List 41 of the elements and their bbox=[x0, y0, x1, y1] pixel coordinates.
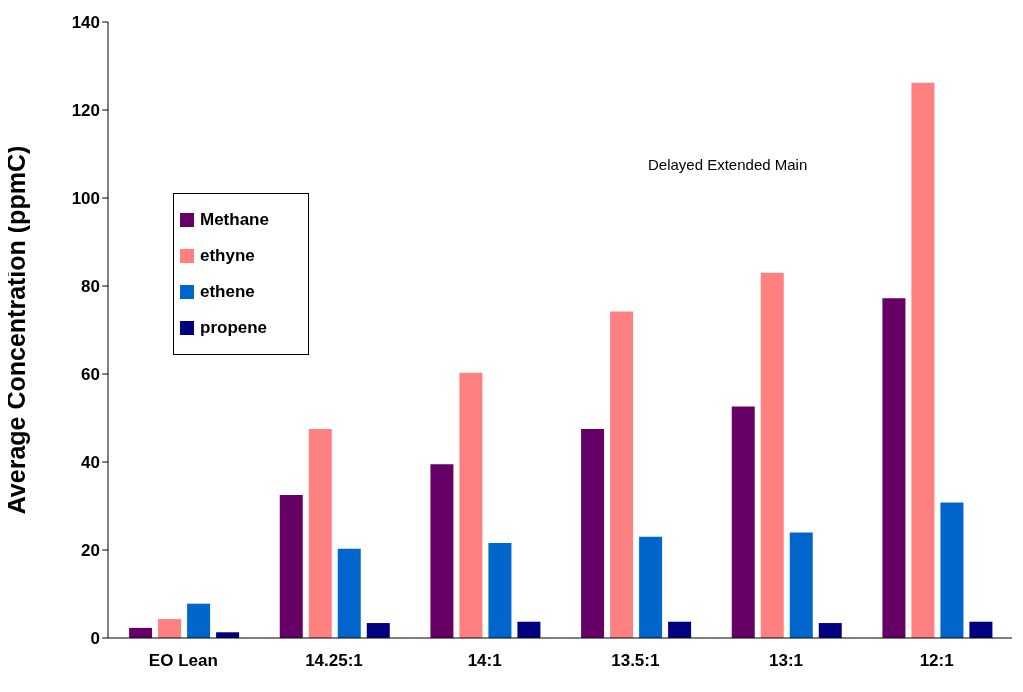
bar bbox=[308, 429, 332, 638]
bar bbox=[459, 372, 483, 638]
bar bbox=[969, 621, 993, 638]
legend-label: propene bbox=[200, 317, 268, 339]
y-tick-label: 140 bbox=[71, 13, 100, 33]
bar bbox=[187, 603, 211, 638]
bar bbox=[610, 311, 634, 638]
y-tick-label: 80 bbox=[81, 277, 100, 297]
y-tick-label: 0 bbox=[90, 629, 100, 649]
annotation: Delayed Extended Main bbox=[648, 156, 808, 173]
legend-label: ethyne bbox=[200, 245, 255, 267]
bar bbox=[279, 495, 303, 638]
y-tick-label: 100 bbox=[71, 189, 100, 209]
bar bbox=[882, 298, 906, 638]
x-tick-label: 14.25:1 bbox=[305, 651, 363, 671]
legend-label: ethene bbox=[200, 281, 255, 303]
bar bbox=[911, 82, 935, 638]
legend-label: Methane bbox=[200, 209, 269, 231]
y-tick-label: 40 bbox=[81, 453, 100, 473]
x-tick-label: 12:1 bbox=[919, 651, 954, 671]
bar bbox=[337, 548, 361, 638]
bar bbox=[430, 464, 454, 638]
x-tick-label: 13.5:1 bbox=[611, 651, 660, 671]
bar bbox=[581, 429, 605, 638]
x-tick-label: 14:1 bbox=[467, 651, 502, 671]
bar bbox=[940, 502, 964, 638]
y-tick-label: 60 bbox=[81, 365, 100, 385]
bar bbox=[639, 536, 663, 638]
bar bbox=[818, 623, 842, 638]
bar bbox=[488, 542, 512, 638]
bar bbox=[789, 532, 813, 638]
bar bbox=[760, 272, 784, 638]
x-tick-label: EO Lean bbox=[148, 651, 218, 671]
bar bbox=[731, 406, 755, 638]
bar bbox=[668, 621, 692, 638]
bar bbox=[158, 619, 182, 638]
y-tick-label: 120 bbox=[71, 101, 100, 121]
y-tick-label: 20 bbox=[81, 541, 100, 561]
bar bbox=[366, 623, 390, 638]
x-tick-label: 13:1 bbox=[768, 651, 804, 671]
bar bbox=[517, 621, 541, 638]
